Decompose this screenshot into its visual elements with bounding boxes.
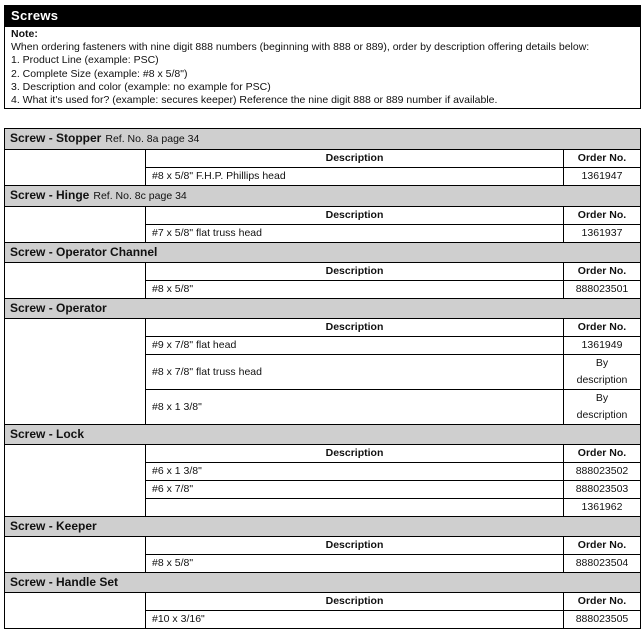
order-no-cell: 1361949 [563, 336, 641, 355]
order-no-cell: 888023505 [563, 610, 641, 629]
description-cell: #9 x 7/8" flat head [145, 336, 564, 355]
section-header: Screw - Keeper [4, 516, 641, 537]
description-cell: #10 x 3/16" [145, 610, 564, 629]
section-name: Screw - Stopper [10, 131, 102, 145]
table-row: #8 x 1 3/8" By description [5, 389, 641, 425]
column-header-row: Description Order No. [4, 262, 641, 299]
order-no-cell: 888023502 [563, 462, 641, 481]
order-no-header: Order No. [563, 592, 641, 611]
column-header-row: Description Order No. [4, 444, 641, 517]
description-header: Description [145, 262, 564, 281]
blank-cell [4, 444, 146, 517]
description-header: Description [145, 206, 564, 225]
section-ref: Ref. No. 8c page 34 [93, 190, 187, 202]
description-cell: #8 x 5/8" [145, 554, 564, 573]
order-no-cell: 1361962 [563, 498, 641, 517]
note-line: 3. Description and color (example: no ex… [11, 80, 271, 93]
section-name: Screw - Hinge [10, 188, 90, 202]
order-no-cell: 888023504 [563, 554, 641, 573]
blank-cell [4, 318, 146, 425]
section-title-cell: Screw - Stopper Ref. No. 8a page 34 [4, 128, 641, 150]
order-no-cell: 888023501 [563, 280, 641, 299]
section-header: Screw - Operator Channel [4, 242, 641, 263]
description-header: Description [145, 149, 564, 168]
note-line: When ordering fasteners with nine digit … [11, 41, 590, 54]
blank-cell [4, 536, 146, 573]
column-header-row: Description Order No. [4, 206, 641, 243]
description-header: Description [145, 592, 564, 611]
blank-cell [4, 262, 146, 299]
section-name: Screw - Keeper [10, 519, 97, 533]
section-ref: Ref. No. 8a page 34 [105, 133, 200, 145]
description-cell: #6 x 1 3/8" [145, 462, 564, 481]
section-name: Screw - Handle Set [10, 575, 119, 589]
order-no-header: Order No. [563, 149, 641, 168]
order-no-header: Order No. [563, 262, 641, 281]
column-header-row: Description Order No. [4, 536, 641, 573]
order-no-header: Order No. [563, 444, 641, 463]
blank-cell [4, 206, 146, 243]
order-no-cell: By description [563, 389, 641, 425]
section-title-cell: Screw - Hinge Ref. No. 8c page 34 [4, 185, 641, 207]
page-title: Screws [4, 5, 641, 27]
section-header: Screw - Hinge Ref. No. 8c page 34 [4, 185, 641, 207]
section-header: Screw - Stopper Ref. No. 8a page 34 [4, 128, 641, 150]
column-header-row: Description Order No. [4, 318, 641, 425]
table-row: #8 x 5/8" 888023501 [5, 280, 641, 299]
section-title-cell: Screw - Keeper [4, 516, 641, 537]
order-no-cell: By description [563, 354, 641, 390]
column-header-row: Description Order No. [4, 149, 641, 186]
description-cell: #8 x 5/8" [145, 280, 564, 299]
section-title-cell: Screw - Lock [4, 424, 641, 445]
section-header: Screw - Lock [4, 424, 641, 445]
column-header-row: Description Order No. [4, 592, 641, 629]
section-title-cell: Screw - Operator Channel [4, 242, 641, 263]
note-line: 1. Product Line (example: PSC) [11, 54, 159, 67]
note-line: 4. What it's used for? (example: secures… [11, 94, 498, 107]
blank-cell [4, 149, 146, 186]
order-no-cell: 1361947 [563, 167, 641, 186]
description-cell: #6 x 7/8" [145, 480, 564, 499]
section-header: Screw - Operator [4, 298, 641, 319]
description-cell [145, 498, 564, 517]
blank-cell [4, 592, 146, 629]
section-title-cell: Screw - Operator [4, 298, 641, 319]
description-cell: #8 x 5/8" F.H.P. Phillips head [145, 167, 564, 186]
table-row: #8 x 7/8" flat truss head By description [5, 354, 641, 390]
order-no-header: Order No. [563, 318, 641, 337]
section-title-cell: Screw - Handle Set [4, 572, 641, 593]
section-name: Screw - Lock [10, 427, 85, 441]
note-box: Note: When ordering fasteners with nine … [4, 27, 641, 109]
note-label: Note: [11, 28, 38, 40]
description-header: Description [145, 536, 564, 555]
order-no-header: Order No. [563, 536, 641, 555]
screws-table: Screw - Stopper Ref. No. 8a page 34 Descri… [4, 128, 641, 629]
description-cell: #8 x 1 3/8" [145, 389, 564, 425]
description-header: Description [145, 444, 564, 463]
note-line: 2. Complete Size (example: #8 x 5/8") [11, 67, 188, 80]
description-cell: #8 x 7/8" flat truss head [145, 354, 564, 390]
table-row: #6 x 7/8" 888023503 [5, 480, 641, 499]
section-header: Screw - Handle Set [4, 572, 641, 593]
order-no-cell: 1361937 [563, 224, 641, 243]
description-header: Description [145, 318, 564, 337]
description-cell: #7 x 5/8" flat truss head [145, 224, 564, 243]
section-name: Screw - Operator Channel [10, 245, 158, 259]
order-no-header: Order No. [563, 206, 641, 225]
section-name: Screw - Operator [10, 301, 107, 315]
order-no-cell: 888023503 [563, 480, 641, 499]
